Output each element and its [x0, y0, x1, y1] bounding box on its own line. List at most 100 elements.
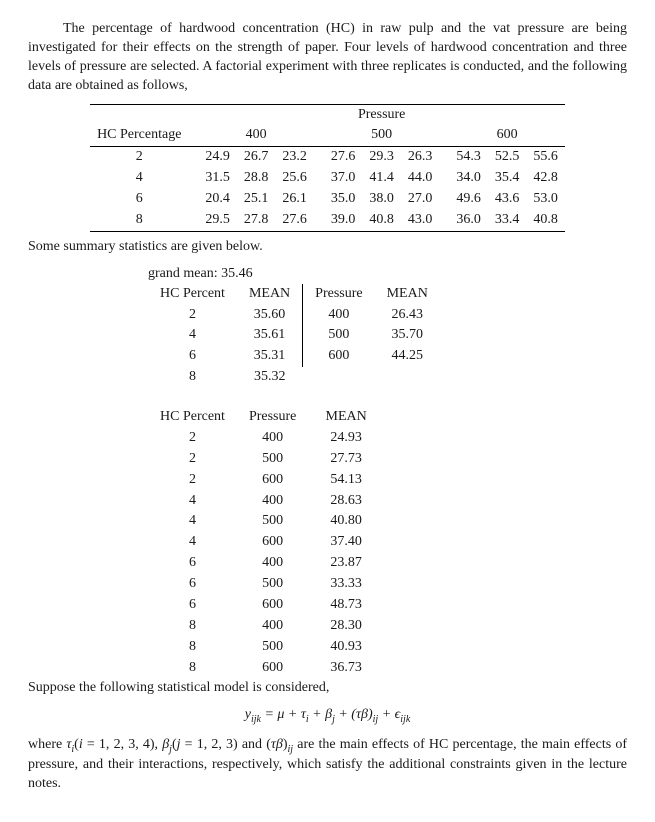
cell: 40.80	[308, 511, 384, 532]
summary-intro: Some summary statistics are given below.	[28, 238, 627, 257]
cell: 44.25	[375, 346, 440, 367]
cell: 25.1	[237, 189, 276, 210]
cell: 35.4	[488, 168, 527, 189]
cell: 27.6	[275, 210, 314, 231]
pressure-header: Pressure	[237, 407, 308, 428]
hc-level: 8	[90, 210, 188, 231]
cell: 26.7	[237, 147, 276, 168]
model-tail-text: are the main effects of HC percentage, t…	[28, 737, 627, 791]
cell: 35.32	[237, 367, 303, 388]
cell: 34.0	[449, 168, 488, 189]
cell: 28.63	[308, 491, 384, 512]
data-table: Pressure HC Percentage 400 500 600 2 24.…	[90, 104, 565, 232]
intro-paragraph: The percentage of hardwood concentration…	[28, 20, 627, 96]
cell: 36.73	[308, 658, 384, 679]
cell: 48.73	[308, 595, 384, 616]
cell: 41.4	[362, 168, 401, 189]
p-level-0: 400	[198, 125, 314, 146]
mean-header: MEAN	[237, 284, 303, 305]
cell: 2	[148, 428, 237, 449]
p-level-2: 600	[449, 125, 565, 146]
cell: 24.93	[308, 428, 384, 449]
cell: 27.0	[401, 189, 440, 210]
cell: 6	[148, 574, 237, 595]
hcp-header: HC Percent	[148, 284, 237, 305]
cell: 35.70	[375, 325, 440, 346]
cell: 35.31	[237, 346, 303, 367]
cell: 8	[148, 637, 237, 658]
cell: 25.6	[275, 168, 314, 189]
model-footnote: where τi(i = 1, 2, 3, 4), βj(j = 1, 2, 3…	[28, 736, 627, 794]
cell: 400	[303, 305, 375, 326]
cell: 4	[148, 511, 237, 532]
cell: 8	[148, 658, 237, 679]
cell: 44.0	[401, 168, 440, 189]
cell: 500	[303, 325, 375, 346]
cell: 23.87	[308, 553, 384, 574]
cell: 400	[237, 553, 308, 574]
cell: 8	[148, 616, 237, 637]
cell: 24.9	[198, 147, 237, 168]
cell: 31.5	[198, 168, 237, 189]
cell: 28.8	[237, 168, 276, 189]
cell: 27.73	[308, 449, 384, 470]
cell: 26.43	[375, 305, 440, 326]
cell: 8	[148, 367, 237, 388]
cell: 500	[237, 511, 308, 532]
cell: 43.0	[401, 210, 440, 231]
hcp-header: HC Percent	[148, 407, 237, 428]
cell: 36.0	[449, 210, 488, 231]
cell: 500	[237, 637, 308, 658]
mean-header: MEAN	[308, 407, 384, 428]
cell: 400	[237, 428, 308, 449]
cell: 37.40	[308, 532, 384, 553]
model-equation: yijk = μ + τi + βj + (τβ)ij + ϵijk	[28, 706, 627, 726]
cell: 33.33	[308, 574, 384, 595]
cell: 33.4	[488, 210, 527, 231]
cell: 2	[148, 470, 237, 491]
hc-level: 6	[90, 189, 188, 210]
cell: 6	[148, 346, 237, 367]
cell: 39.0	[324, 210, 363, 231]
cell: 40.93	[308, 637, 384, 658]
cell: 26.3	[401, 147, 440, 168]
cell: 35.60	[237, 305, 303, 326]
cell: 35.0	[324, 189, 363, 210]
cell: 49.6	[449, 189, 488, 210]
cell: 20.4	[198, 189, 237, 210]
mean-header: MEAN	[375, 284, 440, 305]
cell: 29.3	[362, 147, 401, 168]
cell: 40.8	[362, 210, 401, 231]
cell: 600	[237, 470, 308, 491]
cell: 52.5	[488, 147, 527, 168]
cell: 37.0	[324, 168, 363, 189]
cell: 6	[148, 595, 237, 616]
cell: 2	[148, 449, 237, 470]
cell: 600	[237, 532, 308, 553]
cell: 26.1	[275, 189, 314, 210]
cell-means-table: HC Percent Pressure MEAN 240024.93 25002…	[148, 407, 384, 679]
pressure-header: Pressure	[198, 104, 565, 125]
cell: 4	[148, 325, 237, 346]
hc-header: HC Percentage	[90, 125, 188, 146]
cell: 43.6	[488, 189, 527, 210]
cell: 2	[148, 305, 237, 326]
hc-level: 2	[90, 147, 188, 168]
cell: 27.6	[324, 147, 363, 168]
means-table: HC Percent MEAN Pressure MEAN 235.60 400…	[148, 284, 440, 388]
model-intro: Suppose the following statistical model …	[28, 679, 627, 698]
cell: 55.6	[526, 147, 565, 168]
cell: 4	[148, 491, 237, 512]
cell: 400	[237, 616, 308, 637]
cell: 6	[148, 553, 237, 574]
cell: 53.0	[526, 189, 565, 210]
cell: 600	[303, 346, 375, 367]
cell: 42.8	[526, 168, 565, 189]
hc-level: 4	[90, 168, 188, 189]
grand-mean: grand mean: 35.46	[148, 265, 627, 284]
cell: 28.30	[308, 616, 384, 637]
cell: 54.3	[449, 147, 488, 168]
cell: 600	[237, 595, 308, 616]
cell: 38.0	[362, 189, 401, 210]
cell: 400	[237, 491, 308, 512]
